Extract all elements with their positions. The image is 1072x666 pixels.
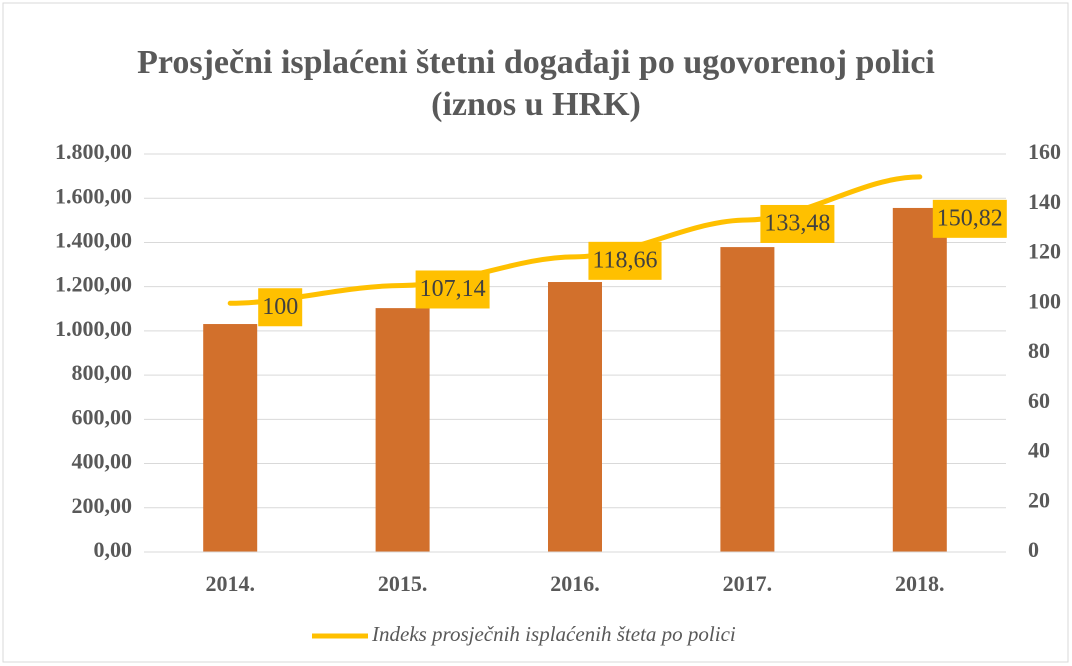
y2-tick-label: 20 xyxy=(1028,487,1050,512)
y2-tick-label: 120 xyxy=(1028,239,1061,264)
x-tick-label: 2016. xyxy=(550,571,600,596)
y-tick-label: 600,00 xyxy=(72,404,133,429)
y-tick-label: 200,00 xyxy=(72,493,133,518)
y-tick-label: 400,00 xyxy=(72,449,133,474)
data-label-box xyxy=(415,270,490,309)
data-label: 133,48 xyxy=(764,210,830,236)
y2-tick-label: 100 xyxy=(1028,288,1061,313)
y2-tick-label: 80 xyxy=(1028,338,1050,363)
y-tick-label: 1.400,00 xyxy=(55,227,132,252)
y2-tick-label: 60 xyxy=(1028,388,1050,413)
y2-tick-label: 160 xyxy=(1028,139,1061,164)
y-tick-label: 1.800,00 xyxy=(55,139,132,164)
y2-tick-label: 140 xyxy=(1028,189,1061,214)
bar xyxy=(720,247,775,553)
bar xyxy=(892,207,947,552)
data-label: 150,82 xyxy=(937,205,1003,231)
chart-title: Prosječni isplaćeni štetni događaji po u… xyxy=(137,44,935,123)
data-label: 107,14 xyxy=(420,276,486,302)
data-label-box xyxy=(588,241,662,280)
data-label-box xyxy=(258,288,303,327)
x-tick-label: 2017. xyxy=(723,571,773,596)
y2-tick-label: 40 xyxy=(1028,438,1050,463)
data-label-box xyxy=(760,204,835,243)
legend-label: Indeks prosječnih isplaćenih šteta po po… xyxy=(371,622,736,646)
y-tick-label: 1.000,00 xyxy=(55,316,132,341)
data-label: 118,66 xyxy=(592,247,657,273)
y-tick-label: 1.600,00 xyxy=(55,183,132,208)
y-tick-label: 1.200,00 xyxy=(55,272,132,297)
x-tick-label: 2014. xyxy=(205,571,255,596)
x-tick-label: 2015. xyxy=(378,571,428,596)
data-label-box xyxy=(932,199,1007,238)
bar xyxy=(375,308,430,552)
y-tick-label: 800,00 xyxy=(72,360,133,385)
x-tick-label: 2018. xyxy=(895,571,945,596)
y-tick-label: 0,00 xyxy=(94,537,133,562)
data-label: 100 xyxy=(262,294,298,320)
bar xyxy=(203,324,258,552)
bar xyxy=(548,282,602,552)
y2-tick-label: 0 xyxy=(1028,537,1039,562)
